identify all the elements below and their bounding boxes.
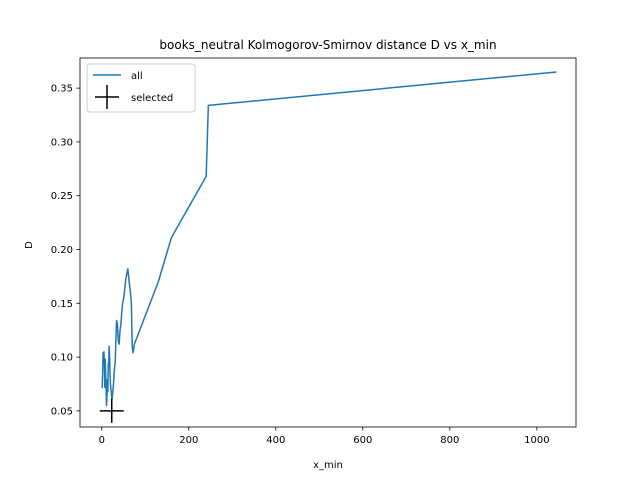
x-tick-label: 600 [353,435,372,446]
y-tick-label: 0.20 [51,245,73,256]
y-tick-label: 0.15 [51,299,73,310]
legend: all selected [86,63,196,113]
data-point-selected-0 [99,398,124,423]
x-tick-label: 200 [179,435,198,446]
x-tick-label: 400 [266,435,285,446]
x-tick-label: 0 [99,435,105,446]
axes-frame [79,57,577,428]
y-tick-label: 0.30 [51,137,73,148]
legend-all-label: all [131,71,143,82]
axes: 0 200 400 600 800 1000 0.05 0.10 0.15 0.20 0.25 0.3… [51,57,577,446]
y-tick-label: 0.35 [51,84,73,95]
legend-selected-label: selected [131,93,173,104]
legend-box [86,63,196,113]
series-line-all [101,71,557,407]
y-tick-label: 0.05 [51,406,73,417]
legend-selected-marker [95,85,119,109]
x-axis-label: x_min [313,460,343,471]
y-tick-label: 0.25 [51,191,73,202]
chart-title: books_neutral Kolmogorov-Smirnov distanc… [159,38,496,52]
y-tick-label: 0.10 [51,353,73,364]
plot-area [99,71,557,423]
y-axis-label: D [24,241,35,249]
x-tick-label: 800 [440,435,459,446]
x-tick-label: 1000 [524,435,549,446]
